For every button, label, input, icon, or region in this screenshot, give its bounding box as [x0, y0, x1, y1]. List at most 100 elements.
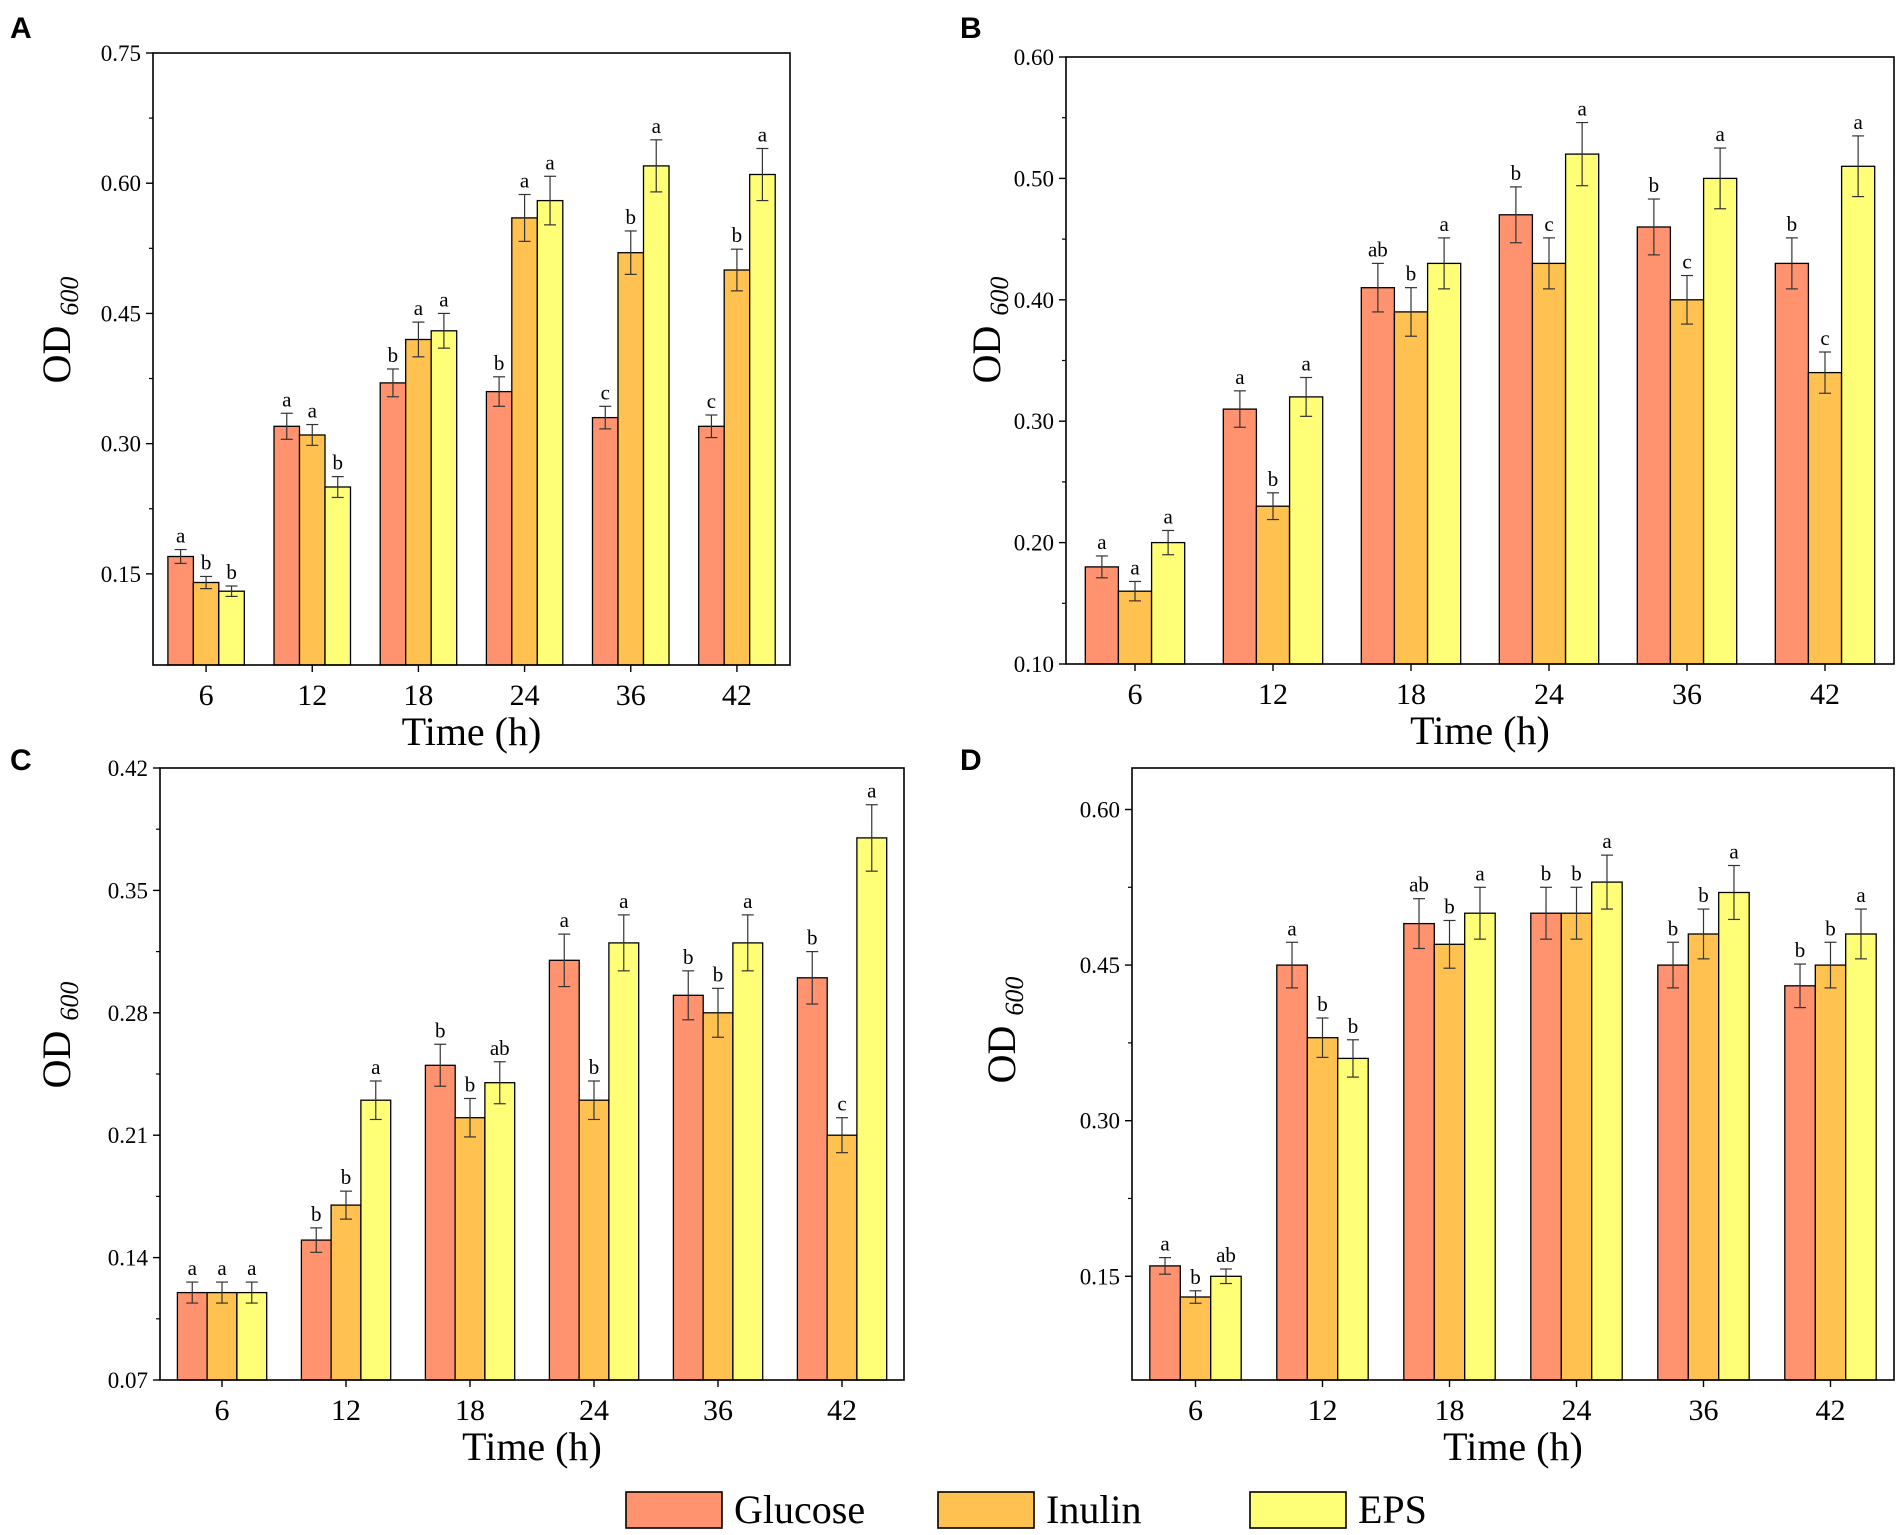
- error-bar: [1267, 492, 1279, 521]
- significance-label: a: [1130, 555, 1140, 579]
- bar: [1636, 226, 1672, 665]
- bar: [1255, 505, 1291, 665]
- significance-label: ab: [1409, 873, 1429, 897]
- significance-label: b: [732, 223, 743, 247]
- error-bar: [741, 914, 754, 972]
- error-bar: [1819, 351, 1831, 394]
- y-tick-label: 0.75: [101, 41, 141, 66]
- significance-label: b: [465, 1072, 476, 1096]
- significance-label: b: [1668, 916, 1679, 940]
- x-tick-label: 12: [297, 679, 327, 712]
- error-bar: [1667, 941, 1680, 989]
- y-axis-title: OD 600: [34, 982, 84, 1089]
- error-bar: [1443, 919, 1456, 969]
- significance-label: a: [282, 387, 292, 411]
- legend-item-inulin: Inulin: [937, 1487, 1142, 1532]
- error-bar: [1697, 908, 1710, 960]
- y-tick-label: 0.20: [1014, 531, 1054, 556]
- significance-label: a: [414, 296, 424, 320]
- x-tick-label: 42: [722, 679, 752, 712]
- error-bar: [1473, 886, 1486, 940]
- bar: [218, 590, 245, 666]
- bar: [642, 165, 670, 666]
- bar: [424, 1064, 456, 1381]
- x-axis-title: Time (h): [1410, 708, 1550, 753]
- y-tick-label: 0.60: [1014, 45, 1054, 70]
- error-bar: [1854, 908, 1867, 960]
- error-bar: [624, 230, 637, 275]
- plot-frame: [159, 767, 905, 1381]
- error-bar: [712, 987, 724, 1038]
- bar: [298, 434, 326, 666]
- error-bar: [1681, 274, 1693, 325]
- plot-frame: [152, 52, 791, 666]
- error-bar: [1824, 941, 1837, 989]
- x-tick-label: 36: [1689, 1394, 1719, 1427]
- bar: [536, 199, 564, 666]
- error-bar: [225, 585, 238, 598]
- error-bar: [186, 1281, 199, 1304]
- significance-label: a: [439, 287, 449, 311]
- error-bar: [369, 1080, 382, 1121]
- bar: [749, 173, 776, 666]
- y-axis-title-subscript: 600: [985, 277, 1014, 316]
- bar: [1531, 262, 1567, 665]
- bar: [405, 338, 432, 666]
- bar: [430, 330, 458, 666]
- panel-b: Baaabbbbabbcccaaaaaa0.100.200.300.400.50…: [960, 12, 1895, 753]
- y-tick-label: 0.35: [108, 878, 148, 903]
- x-tick-label: 36: [616, 679, 646, 712]
- significance-label: a: [1301, 351, 1311, 375]
- significance-label: b: [311, 1202, 322, 1226]
- significance-label: a: [867, 779, 877, 803]
- significance-label: b: [683, 945, 694, 969]
- bar: [1718, 891, 1750, 1381]
- significance-label: b: [1787, 212, 1798, 236]
- significance-label: ab: [1368, 237, 1388, 261]
- panel-letter: D: [960, 744, 982, 777]
- error-bar: [599, 405, 612, 430]
- bar: [1669, 299, 1705, 665]
- significance-label: b: [1795, 938, 1806, 962]
- significance-label: a: [652, 114, 662, 138]
- x-tick-label: 6: [1128, 678, 1143, 711]
- y-tick-label: 0.15: [101, 562, 141, 587]
- significance-label: a: [1097, 530, 1107, 554]
- error-bar: [310, 1227, 323, 1253]
- error-bar: [1438, 237, 1451, 290]
- significance-label: b: [1649, 173, 1660, 197]
- bar: [1149, 1265, 1181, 1381]
- significance-label: b: [201, 550, 212, 574]
- x-tick-label: 18: [1396, 678, 1426, 711]
- bar: [1117, 590, 1153, 665]
- y-axis-title: OD 600: [979, 977, 1029, 1084]
- bar: [702, 1012, 734, 1381]
- error-bar: [1300, 376, 1313, 417]
- error-bar: [1162, 529, 1175, 556]
- significance-label: c: [1820, 326, 1829, 350]
- bar: [1784, 985, 1816, 1381]
- error-bar: [865, 804, 878, 872]
- error-bar: [1159, 1256, 1172, 1275]
- significance-label: a: [176, 524, 186, 548]
- error-bar: [1600, 854, 1613, 910]
- error-bar: [544, 175, 557, 226]
- x-tick-label: 6: [1188, 1394, 1203, 1427]
- significance-label: a: [1439, 212, 1449, 236]
- bar: [1360, 287, 1396, 665]
- bar: [856, 837, 888, 1381]
- bar: [1222, 408, 1258, 665]
- x-tick-label: 24: [1534, 678, 1564, 711]
- legend-swatch: [625, 1491, 723, 1529]
- bar: [330, 1204, 362, 1381]
- y-axis-title-main: OD: [979, 1016, 1024, 1084]
- significance-label: a: [188, 1256, 198, 1280]
- error-bar: [518, 193, 531, 242]
- error-bar: [216, 1281, 228, 1304]
- significance-label: b: [589, 1055, 600, 1079]
- bar: [578, 1099, 610, 1381]
- bar: [511, 217, 538, 666]
